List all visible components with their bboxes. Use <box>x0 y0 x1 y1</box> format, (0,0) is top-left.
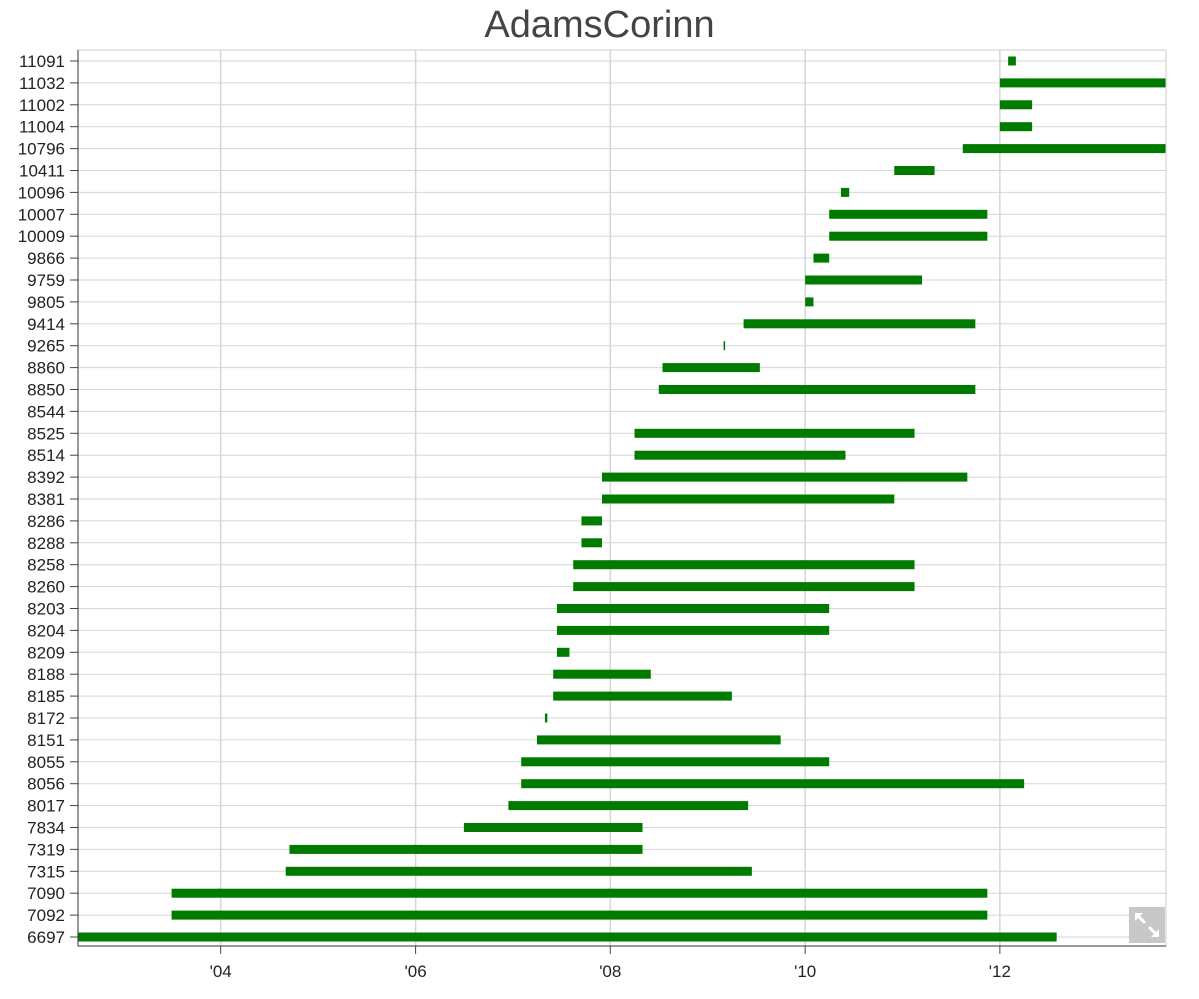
bar-10796 <box>962 144 1166 154</box>
y-tick-label: 9759 <box>27 271 65 290</box>
axes-layer: 11091 11032 11002 11004 10796 10411 10096 10007… <box>18 49 1167 981</box>
bar-10096 <box>840 187 850 197</box>
y-tick-label: 10411 <box>19 162 65 181</box>
bar-7319 <box>289 844 643 854</box>
y-tick-label: 8172 <box>27 709 65 728</box>
bar-8392 <box>602 472 968 482</box>
bar-10007 <box>829 209 988 219</box>
bar-8514 <box>634 450 846 460</box>
x-tick-label: '08 <box>599 962 621 981</box>
bar-9805 <box>805 297 814 307</box>
bar-10411 <box>894 166 935 175</box>
bar-8381 <box>602 494 895 504</box>
y-tick-label: 9265 <box>27 337 65 356</box>
bar-9414 <box>743 319 976 329</box>
bar-11002 <box>999 100 1033 110</box>
bar-8151 <box>536 735 781 745</box>
y-tick-label: 11091 <box>19 52 65 71</box>
y-tick-label: 10007 <box>18 205 65 224</box>
bar-7315 <box>285 866 752 876</box>
y-tick-label: 8850 <box>27 381 65 400</box>
bar-6697 <box>78 932 1057 942</box>
bar-8185 <box>553 691 732 701</box>
bars-layer <box>78 56 1166 942</box>
y-tick-label: 8392 <box>27 468 65 487</box>
bar-10009 <box>829 231 988 241</box>
y-tick-label: 7834 <box>27 819 65 838</box>
bar-8288 <box>581 538 602 548</box>
bar-7090 <box>171 888 988 898</box>
y-tick-label: 11002 <box>19 96 65 115</box>
y-tick-label: 10796 <box>18 140 65 159</box>
chart-title: AdamsCorinn <box>484 4 715 46</box>
y-tick-label: 7092 <box>27 906 65 925</box>
bar-11004 <box>999 122 1033 132</box>
y-tick-label: 11004 <box>19 118 65 137</box>
y-tick-label: 8260 <box>27 578 65 597</box>
bar-8188 <box>553 669 651 679</box>
y-tick-label: 9866 <box>27 249 65 268</box>
x-tick-label: '10 <box>794 962 816 981</box>
bar-11091 <box>1008 56 1016 66</box>
y-tick-label: 10009 <box>18 227 65 246</box>
y-tick-label: 8017 <box>27 797 65 816</box>
y-tick-label: 10096 <box>18 183 65 202</box>
bar-8056 <box>521 779 1025 789</box>
x-tick-label: '04 <box>210 962 232 981</box>
y-tick-label: 8525 <box>27 424 65 443</box>
expand-icon <box>1135 913 1159 937</box>
x-tick-label: '06 <box>405 962 427 981</box>
y-tick-label: 8204 <box>27 621 65 640</box>
bar-8850 <box>658 385 976 394</box>
bar-8286 <box>581 516 602 526</box>
bar-8860 <box>662 363 760 373</box>
y-tick-label: 9805 <box>27 293 65 312</box>
bar-8172 <box>544 713 548 723</box>
bar-8258 <box>573 560 915 570</box>
bar-9866 <box>813 253 830 263</box>
bar-8055 <box>521 757 830 767</box>
y-tick-label: 8055 <box>27 753 65 772</box>
y-tick-label: 9414 <box>27 315 65 334</box>
bar-8260 <box>573 582 915 592</box>
y-tick-label: 8203 <box>27 600 65 619</box>
bar-7834 <box>463 823 643 832</box>
bar-9759 <box>805 275 922 285</box>
bar-8203 <box>556 604 830 613</box>
grid-layer <box>78 50 1166 946</box>
y-tick-label: 8288 <box>27 534 65 553</box>
bar-8525 <box>634 428 915 438</box>
expand-button[interactable] <box>1129 907 1165 943</box>
y-tick-label: 8151 <box>27 731 65 750</box>
bar-8017 <box>508 801 749 811</box>
y-tick-label: 8185 <box>27 687 65 706</box>
y-tick-label: 7319 <box>27 840 65 859</box>
y-tick-label: 8056 <box>27 775 65 794</box>
y-tick-label: 11032 <box>19 74 65 93</box>
y-tick-label: 8514 <box>27 446 65 465</box>
y-tick-label: 8860 <box>27 359 65 378</box>
y-tick-label: 8209 <box>27 643 65 662</box>
bar-8209 <box>556 647 570 657</box>
y-tick-label: 8188 <box>27 665 65 684</box>
y-tick-label: 8286 <box>27 512 65 531</box>
y-tick-label: 6697 <box>27 928 65 947</box>
y-tick-label: 8544 <box>27 402 65 421</box>
y-tick-label: 8258 <box>27 556 65 575</box>
bar-11032 <box>999 78 1166 88</box>
y-tick-label: 7315 <box>27 862 65 881</box>
bar-8204 <box>556 625 830 635</box>
x-tick-label: '12 <box>989 962 1011 981</box>
y-tick-label: 7090 <box>27 884 65 903</box>
bar-9265 <box>723 341 726 351</box>
y-tick-label: 8381 <box>27 490 65 509</box>
bar-7092 <box>171 910 988 920</box>
